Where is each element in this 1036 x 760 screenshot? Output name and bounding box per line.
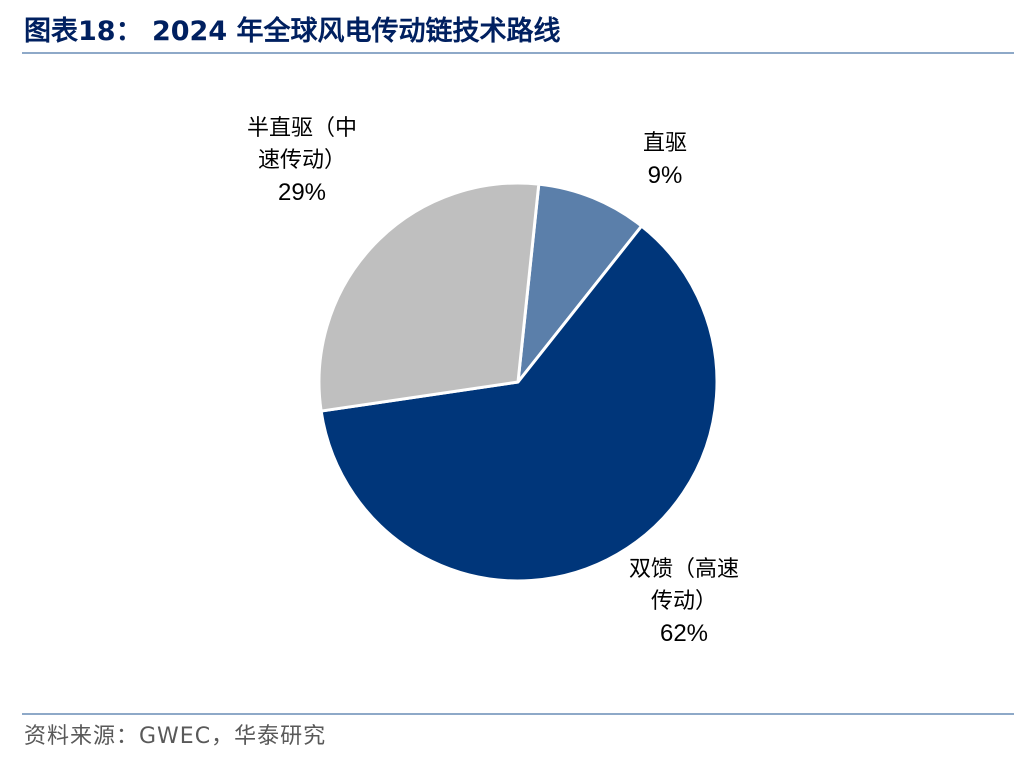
slice-label-semi-name-line2: 速传动） xyxy=(257,148,346,173)
slice-label-semi: 半直驱（中 速传动） 29% xyxy=(222,113,382,209)
slice-label-dfig-name-line1: 双馈（高速 xyxy=(628,557,739,582)
slice-label-direct-value: 9% xyxy=(647,162,683,189)
slice-label-dfig: 双馈（高速 传动） 62% xyxy=(604,554,764,650)
pie-slice-direct xyxy=(516,182,644,384)
chart-title: 图表18： 2024 年全球风电传动链技术路线 xyxy=(24,16,561,47)
slice-label-dfig-name-line2: 传动） xyxy=(650,589,717,614)
slice-label-dfig-value: 62% xyxy=(659,620,709,647)
slice-label-semi-value: 29% xyxy=(277,179,327,206)
title-divider xyxy=(22,52,1014,54)
slice-label-semi-name-line1: 半直驱（中 xyxy=(246,116,357,141)
pie-slice-dfig xyxy=(319,224,719,583)
slice-label-direct: 直驱 9% xyxy=(610,128,720,192)
pie-slice-semi xyxy=(317,181,541,413)
source-divider xyxy=(22,713,1014,715)
source-note: 资料来源：GWEC，华泰研究 xyxy=(24,724,327,749)
slice-label-direct-name: 直驱 xyxy=(642,131,687,156)
